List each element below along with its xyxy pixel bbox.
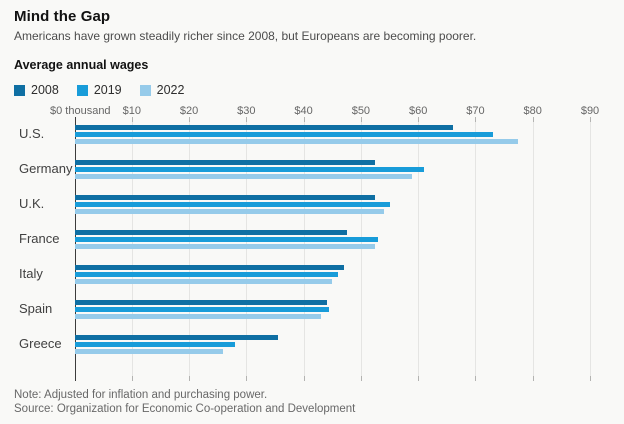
axis-tick-top <box>532 117 534 122</box>
gridline <box>131 122 133 376</box>
bar-greece-2022 <box>74 349 224 354</box>
axis-tick-bottom <box>189 376 191 381</box>
category-label: France <box>19 231 60 246</box>
category-label: Spain <box>19 301 53 316</box>
legend-item-2008: 2008 <box>14 83 59 97</box>
bar-us-2022 <box>74 139 519 144</box>
x-tick-label: $50 <box>351 105 371 117</box>
x-tick-label: $80 <box>523 105 542 117</box>
category-label: Germany <box>19 161 73 176</box>
axis-tick-top <box>418 117 420 122</box>
axis-tick-bottom <box>246 376 248 381</box>
axis-tick-top <box>475 117 477 122</box>
axis-tick-bottom <box>590 376 591 381</box>
bar-uk-2008 <box>74 195 376 200</box>
gridline <box>246 122 248 376</box>
bar-greece-2019 <box>74 342 235 347</box>
bar-greece-2008 <box>74 335 278 340</box>
axis-tick-top <box>189 117 191 122</box>
category-label: U.K. <box>19 196 45 211</box>
axis-tick-top <box>303 117 305 122</box>
bar-uk-2022 <box>74 209 384 214</box>
legend-label: 2008 <box>31 83 59 97</box>
legend-label: 2019 <box>93 83 122 97</box>
bar-us-2019 <box>74 132 493 137</box>
legend-label: 2022 <box>156 83 185 97</box>
axis-tick-bottom <box>360 376 362 381</box>
gridline <box>360 122 362 376</box>
bar-italy-2008 <box>74 265 344 270</box>
x-tick-label: $0 thousand <box>50 105 111 117</box>
chart-heading: Average annual wages <box>14 58 149 72</box>
bar-france-2008 <box>74 230 347 235</box>
bar-spain-2022 <box>74 314 321 319</box>
legend-swatch-icon <box>139 84 151 96</box>
axis-tick-top <box>360 117 362 122</box>
axis-tick-bottom <box>131 376 133 381</box>
axis-tick-top <box>590 117 591 122</box>
bar-france-2019 <box>74 237 379 242</box>
chart-source: Source: Organization for Economic Co-ope… <box>14 403 356 415</box>
x-tick-label: $70 <box>466 105 485 117</box>
gridline <box>590 122 591 376</box>
gridline <box>189 122 191 376</box>
bar-germany-2019 <box>74 167 424 172</box>
category-label: Italy <box>19 266 43 281</box>
legend-item-2022: 2022 <box>139 83 185 97</box>
bar-spain-2008 <box>74 300 327 305</box>
axis-tick-bottom <box>532 376 534 381</box>
category-label: U.S. <box>19 126 45 141</box>
y-axis-line <box>74 117 76 381</box>
legend: 2008 2019 2022 <box>14 83 184 97</box>
bar-germany-2022 <box>74 174 413 179</box>
bar-uk-2019 <box>74 202 390 207</box>
gridline <box>418 122 420 376</box>
axis-tick-bottom <box>418 376 420 381</box>
gridline <box>475 122 477 376</box>
gridline <box>303 122 305 376</box>
gridline <box>532 122 534 376</box>
page-subtitle: Americans have grown steadily richer sin… <box>14 29 477 43</box>
bar-us-2008 <box>74 125 453 130</box>
legend-item-2019: 2019 <box>76 83 122 97</box>
axis-tick-top <box>246 117 248 122</box>
x-tick-label: $30 <box>237 105 256 117</box>
bar-france-2022 <box>74 244 376 249</box>
legend-swatch-icon <box>76 84 88 96</box>
bar-italy-2022 <box>74 279 333 284</box>
x-tick-label: $40 <box>294 105 313 117</box>
axis-tick-top <box>131 117 133 122</box>
page-title: Mind the Gap <box>14 8 111 25</box>
x-tick-label: $60 <box>408 105 428 117</box>
x-tick-label: $90 <box>580 105 600 117</box>
x-tick-label: $20 <box>179 105 199 117</box>
axis-tick-bottom <box>303 376 305 381</box>
bar-germany-2008 <box>74 160 376 165</box>
category-label: Greece <box>19 336 62 351</box>
bar-italy-2019 <box>74 272 338 277</box>
x-tick-label: $10 <box>122 105 141 117</box>
legend-swatch-icon <box>14 84 25 96</box>
chart-note: Note: Adjusted for inflation and purchas… <box>14 389 268 401</box>
bar-spain-2019 <box>74 307 330 312</box>
axis-tick-bottom <box>475 376 477 381</box>
